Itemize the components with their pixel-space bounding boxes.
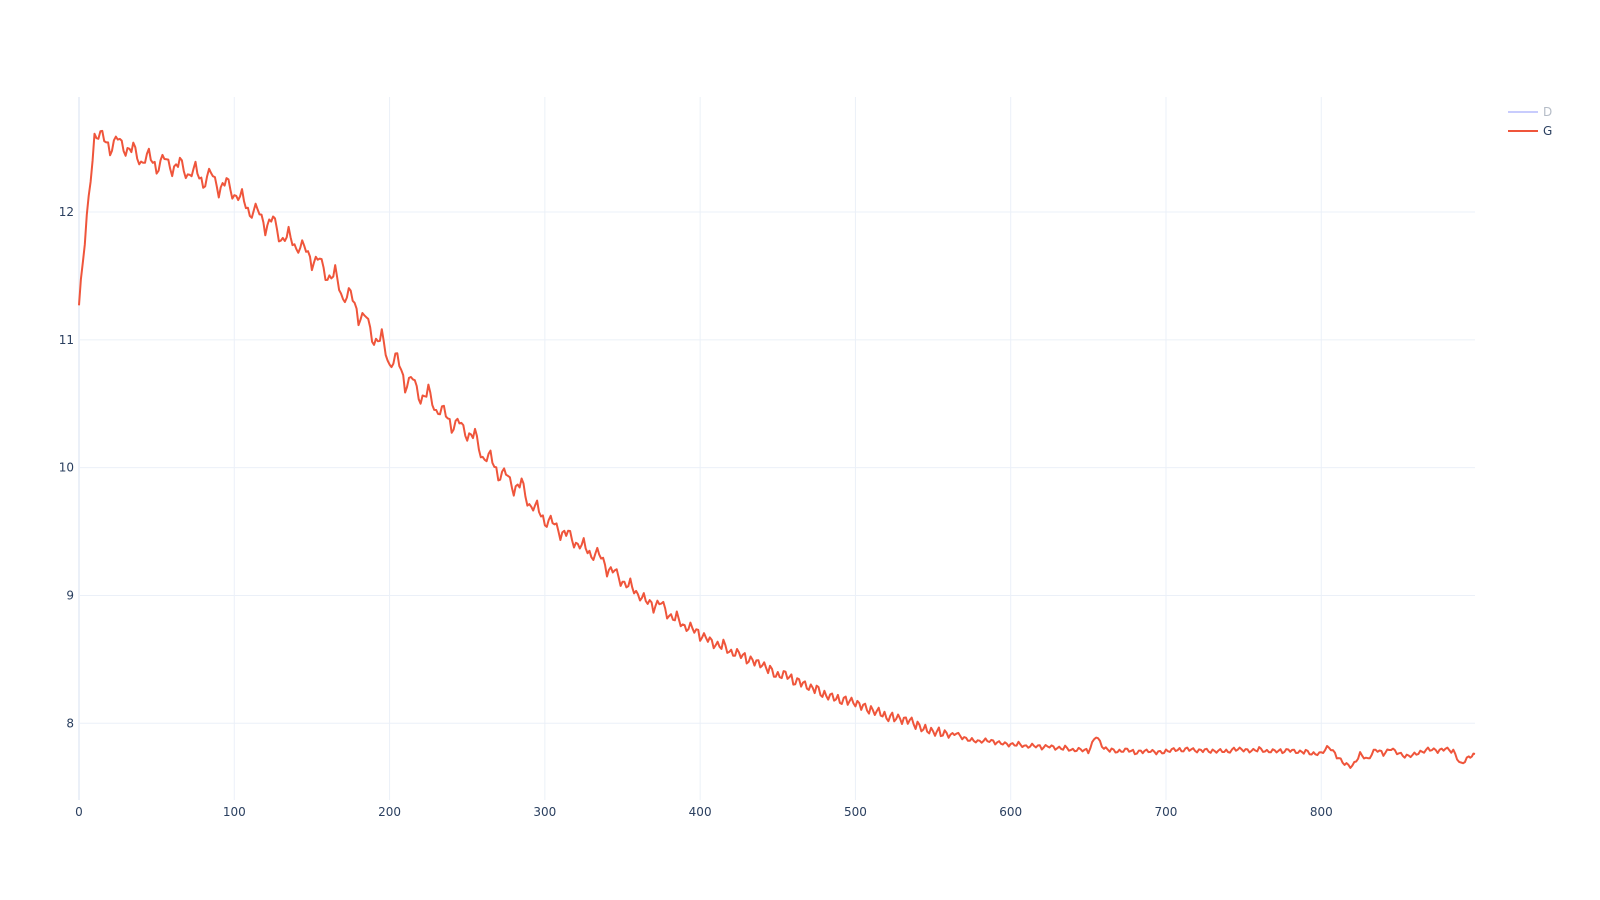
y-tick-label: 10 — [59, 461, 74, 475]
y-tick-label: 11 — [59, 333, 74, 347]
x-tick-label: 200 — [378, 805, 401, 819]
legend-item-D[interactable]: D — [1508, 105, 1552, 119]
x-tick-label: 0 — [75, 805, 83, 819]
plot-area — [78, 129, 1476, 769]
x-tick-label: 700 — [1155, 805, 1178, 819]
legend-label: D — [1543, 105, 1552, 119]
legend[interactable]: DG — [1508, 105, 1552, 138]
y-tick-label: 12 — [59, 205, 74, 219]
x-tick-label: 800 — [1310, 805, 1333, 819]
y-tick-label: 8 — [66, 716, 74, 730]
series-line-G — [78, 129, 1476, 769]
x-tick-label: 300 — [533, 805, 556, 819]
y-axis: 8 9 10 11 12 — [59, 205, 74, 730]
gridlines — [78, 97, 1475, 800]
x-tick-label: 400 — [689, 805, 712, 819]
x-axis: 0 100 200 300 400 500 600 700 800 — [75, 805, 1333, 819]
x-tick-label: 500 — [844, 805, 867, 819]
y-tick-label: 9 — [66, 588, 74, 602]
x-tick-label: 100 — [223, 805, 246, 819]
legend-item-G[interactable]: G — [1508, 124, 1552, 138]
legend-label: G — [1543, 124, 1552, 138]
x-tick-label: 600 — [999, 805, 1022, 819]
